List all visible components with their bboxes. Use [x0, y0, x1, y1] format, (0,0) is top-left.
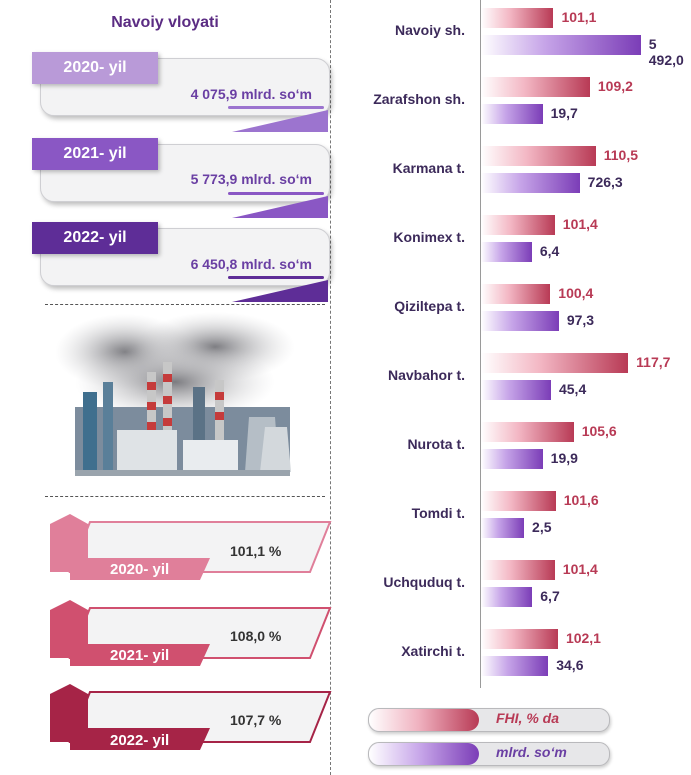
- bar-mlrd: [481, 587, 533, 607]
- legend-swatch-purple: [369, 743, 479, 765]
- year-tab: 2022- yil: [32, 222, 158, 254]
- category-label: Uchquduq t.: [383, 574, 465, 590]
- bar-mlrd: [481, 449, 543, 469]
- value-label-mlrd: 97,3: [566, 312, 595, 328]
- category-label: Karmana t.: [392, 160, 465, 176]
- value-label-mlrd: 6,7: [540, 588, 560, 604]
- legend-fhi: [368, 708, 610, 732]
- legend-label-mlrd: mlrd. so‘m: [496, 744, 567, 760]
- index-card-2: [50, 600, 332, 666]
- column-divider: [330, 0, 331, 775]
- bar-mlrd: [481, 173, 580, 193]
- category-label: Navoiy sh.: [394, 22, 465, 38]
- bar-mlrd: [481, 35, 641, 55]
- bar-fhi: [481, 215, 555, 235]
- bar-fhi: [481, 284, 551, 304]
- bar-fhi: [481, 491, 556, 511]
- index-value: 108,0 %: [230, 628, 282, 644]
- category-label: Navbahor t.: [387, 367, 465, 383]
- section-divider: [45, 496, 325, 497]
- index-card-3: [50, 684, 332, 750]
- bar-mlrd: [481, 104, 543, 124]
- value-label-fhi: 101,4: [562, 216, 598, 232]
- chart-axis: [480, 0, 481, 688]
- index-value: 101,1 %: [230, 543, 282, 559]
- bar-fhi: [481, 77, 590, 97]
- bar-fhi: [481, 8, 554, 28]
- amount-text: 5 773,9 mlrd. so‘m: [190, 171, 312, 187]
- index-year: 2021- yil: [110, 647, 170, 664]
- bar-fhi: [481, 146, 596, 166]
- bar-mlrd: [481, 518, 525, 538]
- value-label-mlrd: 19,7: [550, 105, 578, 121]
- value-label-fhi: 109,2: [597, 78, 633, 94]
- value-label-fhi: 117,7: [636, 354, 671, 370]
- value-label-mlrd: 45,4: [558, 381, 587, 397]
- ribbon-flag: [232, 110, 328, 132]
- underline: [228, 106, 324, 109]
- value-label-mlrd: 34,6: [556, 657, 584, 673]
- legend-label-fhi: FHI, % da: [496, 710, 560, 726]
- index-year: 2022- yil: [110, 732, 170, 749]
- index-card-1: [50, 514, 332, 580]
- bar-mlrd: [481, 380, 551, 400]
- year-tab: 2021- yil: [32, 138, 158, 170]
- factory-illustration: [55, 312, 295, 476]
- ribbon-flag: [232, 280, 328, 302]
- value-label-fhi: 110,5: [603, 147, 639, 163]
- category-label: Nurota t.: [407, 436, 465, 452]
- value-label-mlrd: 5 492,0: [648, 36, 684, 68]
- bar-fhi: [481, 422, 574, 442]
- value-label-mlrd: 726,3: [587, 174, 623, 190]
- ribbon-flag: [232, 196, 328, 218]
- bar-mlrd: [481, 311, 559, 331]
- underline: [228, 276, 324, 279]
- value-label-mlrd: 6,4: [539, 243, 560, 259]
- section-divider: [45, 304, 325, 305]
- bar-mlrd: [481, 656, 549, 676]
- category-label: Zarafshon sh.: [373, 91, 465, 107]
- bar-fhi: [481, 629, 558, 649]
- index-value: 107,7 %: [230, 712, 282, 728]
- value-label-fhi: 101,4: [562, 561, 598, 577]
- bar-fhi: [481, 560, 555, 580]
- value-label-fhi: 100,4: [558, 285, 594, 301]
- value-label-fhi: 101,6: [563, 492, 599, 508]
- bar-fhi: [481, 353, 629, 373]
- year-tab: 2020- yil: [32, 52, 158, 84]
- category-label: Qiziltepa t.: [394, 298, 465, 314]
- legend-swatch-red: [369, 709, 479, 731]
- value-label-fhi: 101,1: [561, 9, 597, 25]
- amount-text: 4 075,9 mlrd. so‘m: [190, 86, 312, 102]
- value-label-fhi: 102,1: [565, 630, 601, 646]
- legend-mlrd: [368, 742, 610, 766]
- amount-text: 6 450,8 mlrd. so‘m: [190, 256, 312, 272]
- value-label-fhi: 105,6: [581, 423, 617, 439]
- category-label: Xatirchi t.: [401, 643, 465, 659]
- underline: [228, 192, 324, 195]
- index-year: 2020- yil: [110, 561, 170, 578]
- category-label: Konimex t.: [393, 229, 465, 245]
- category-label: Tomdi t.: [411, 505, 465, 521]
- bar-mlrd: [481, 242, 532, 262]
- value-label-mlrd: 19,9: [550, 450, 578, 466]
- region-title: Navoiy vloyati: [111, 14, 219, 31]
- value-label-mlrd: 2,5: [532, 519, 552, 535]
